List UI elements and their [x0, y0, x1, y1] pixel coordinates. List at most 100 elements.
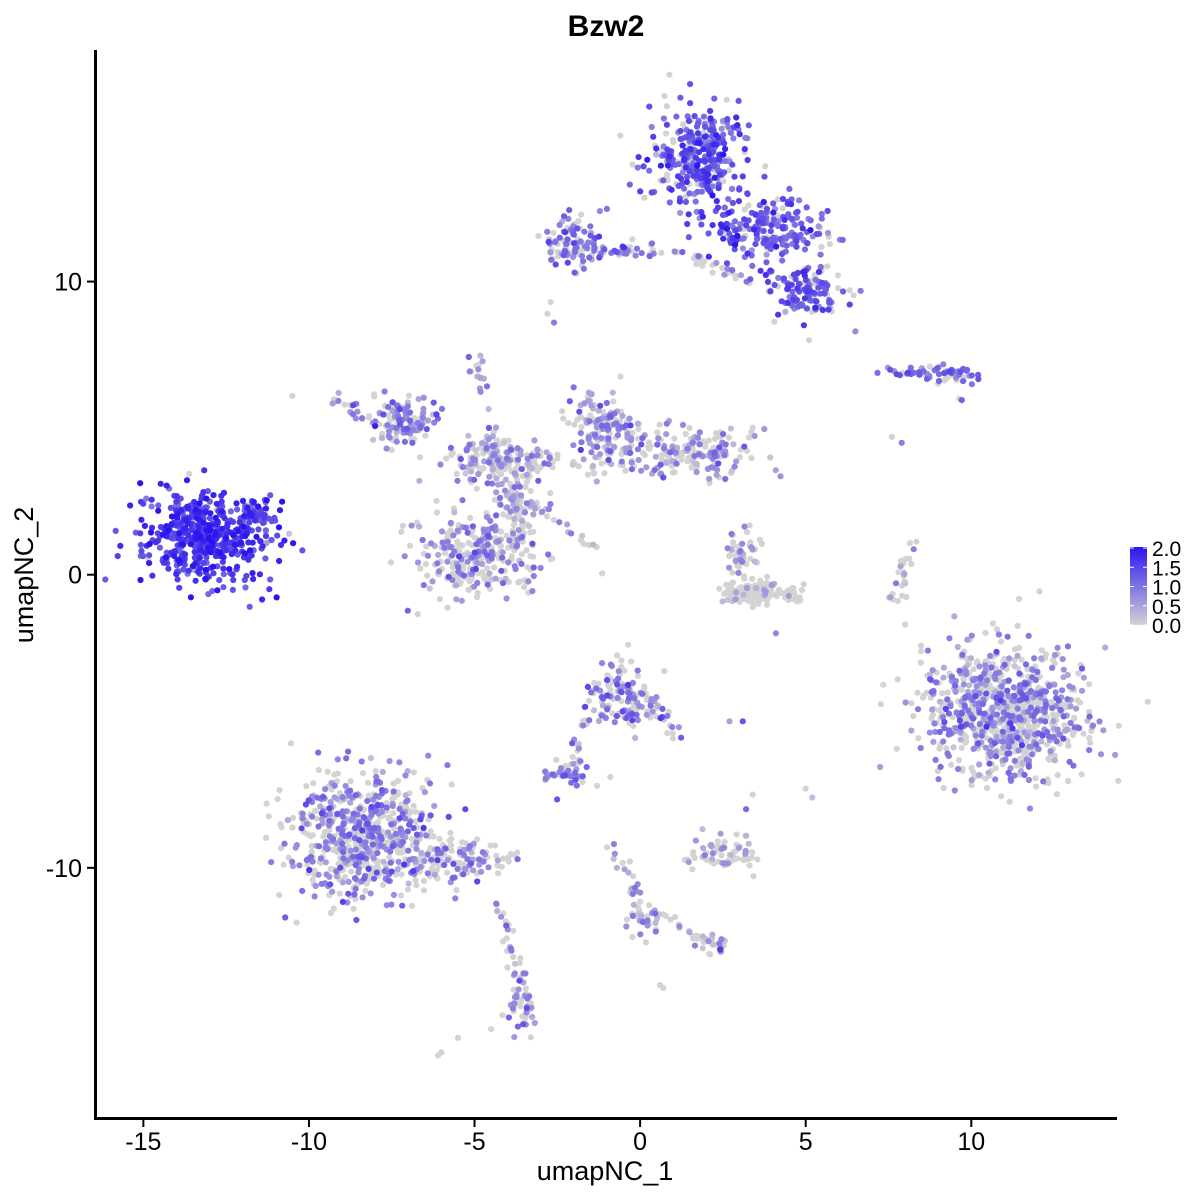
- cell-point: [498, 913, 505, 920]
- cell-point: [952, 725, 960, 732]
- cell-point: [725, 123, 732, 131]
- cell-point: [278, 824, 285, 831]
- cell-point: [618, 657, 625, 664]
- cell-point: [598, 460, 605, 467]
- cell-point: [781, 216, 788, 223]
- cell-point: [951, 613, 958, 620]
- cell-point: [173, 493, 180, 500]
- cell-point: [735, 569, 742, 577]
- cell-point: [484, 480, 491, 487]
- cell-point: [510, 927, 517, 934]
- cell-point: [678, 734, 685, 741]
- cell-point: [474, 878, 481, 885]
- cell-point: [396, 406, 403, 413]
- cell-point: [510, 986, 517, 993]
- cell-point: [570, 760, 577, 767]
- cell-point: [229, 518, 237, 526]
- cell-point: [779, 257, 786, 264]
- cell-point: [762, 588, 769, 596]
- cell-point: [450, 532, 457, 539]
- cell-point: [663, 459, 670, 467]
- cell-point: [348, 868, 355, 875]
- cell-point: [449, 570, 456, 577]
- cell-point: [185, 567, 192, 574]
- cell-point: [629, 890, 636, 898]
- cell-point: [351, 825, 359, 832]
- cell-point: [408, 522, 415, 529]
- cell-point: [802, 785, 809, 792]
- cell-point: [638, 467, 645, 474]
- cell-point: [654, 702, 662, 710]
- cell-point: [339, 840, 346, 848]
- cell-point: [693, 460, 700, 468]
- cell-point: [946, 368, 953, 375]
- cell-point: [365, 414, 372, 421]
- cell-point: [711, 174, 718, 181]
- cell-point: [527, 529, 534, 536]
- cell-point: [256, 571, 263, 578]
- cell-point: [1086, 708, 1093, 716]
- cell-point: [529, 1013, 536, 1021]
- cell-point: [564, 521, 571, 528]
- cell-point: [584, 683, 592, 691]
- cell-point: [401, 553, 408, 560]
- cell-point: [736, 454, 744, 461]
- cell-point: [737, 547, 744, 555]
- cell-point: [1017, 682, 1024, 689]
- cell-point: [968, 381, 976, 388]
- cell-point: [566, 398, 573, 405]
- cell-point: [435, 568, 442, 575]
- cell-point: [334, 810, 341, 817]
- cell-point: [620, 244, 628, 251]
- cell-point: [709, 941, 716, 948]
- cell-point: [988, 664, 995, 671]
- cell-point: [788, 201, 795, 208]
- cell-point: [1026, 743, 1033, 750]
- cell-point: [927, 676, 934, 683]
- cell-point: [719, 223, 726, 230]
- cell-point: [427, 812, 434, 819]
- cell-point: [220, 565, 227, 572]
- cell-point: [779, 225, 787, 232]
- cell-point: [739, 718, 746, 725]
- cell-point: [755, 600, 762, 607]
- cell-point: [493, 489, 500, 496]
- cell-point: [646, 902, 653, 909]
- cell-point: [943, 745, 950, 752]
- cell-point: [397, 825, 404, 832]
- cell-point: [471, 549, 478, 556]
- cell-point: [176, 584, 183, 591]
- cell-point: [567, 773, 574, 780]
- cell-point: [389, 843, 396, 850]
- cell-point: [241, 513, 248, 520]
- cell-point: [383, 902, 390, 909]
- cell-point: [392, 871, 400, 878]
- cell-point: [447, 829, 454, 836]
- cell-point: [193, 515, 200, 522]
- cell-point: [176, 557, 183, 564]
- cell-point: [629, 429, 636, 437]
- cell-point: [213, 500, 220, 507]
- cell-point: [423, 832, 430, 839]
- cell-point: [744, 596, 751, 603]
- cell-point: [580, 540, 587, 548]
- cell-point: [315, 823, 322, 830]
- cell-point: [628, 437, 635, 444]
- cell-point: [222, 534, 230, 542]
- cell-point: [685, 211, 692, 218]
- cell-point: [968, 777, 975, 784]
- cell-point: [610, 398, 617, 405]
- cell-point: [534, 452, 541, 459]
- cell-point: [416, 454, 423, 461]
- cell-point: [678, 456, 685, 463]
- x-tick-label: 0: [633, 1128, 647, 1156]
- cell-point: [737, 221, 744, 228]
- cell-point: [212, 521, 219, 528]
- cell-point: [217, 549, 224, 557]
- cell-point: [387, 559, 395, 566]
- cell-point: [1011, 692, 1018, 700]
- cell-point: [666, 71, 673, 78]
- x-axis-ticks: -15 -10 -5 0 5 10: [125, 1120, 985, 1156]
- cell-point: [511, 470, 518, 477]
- cell-point: [202, 566, 209, 573]
